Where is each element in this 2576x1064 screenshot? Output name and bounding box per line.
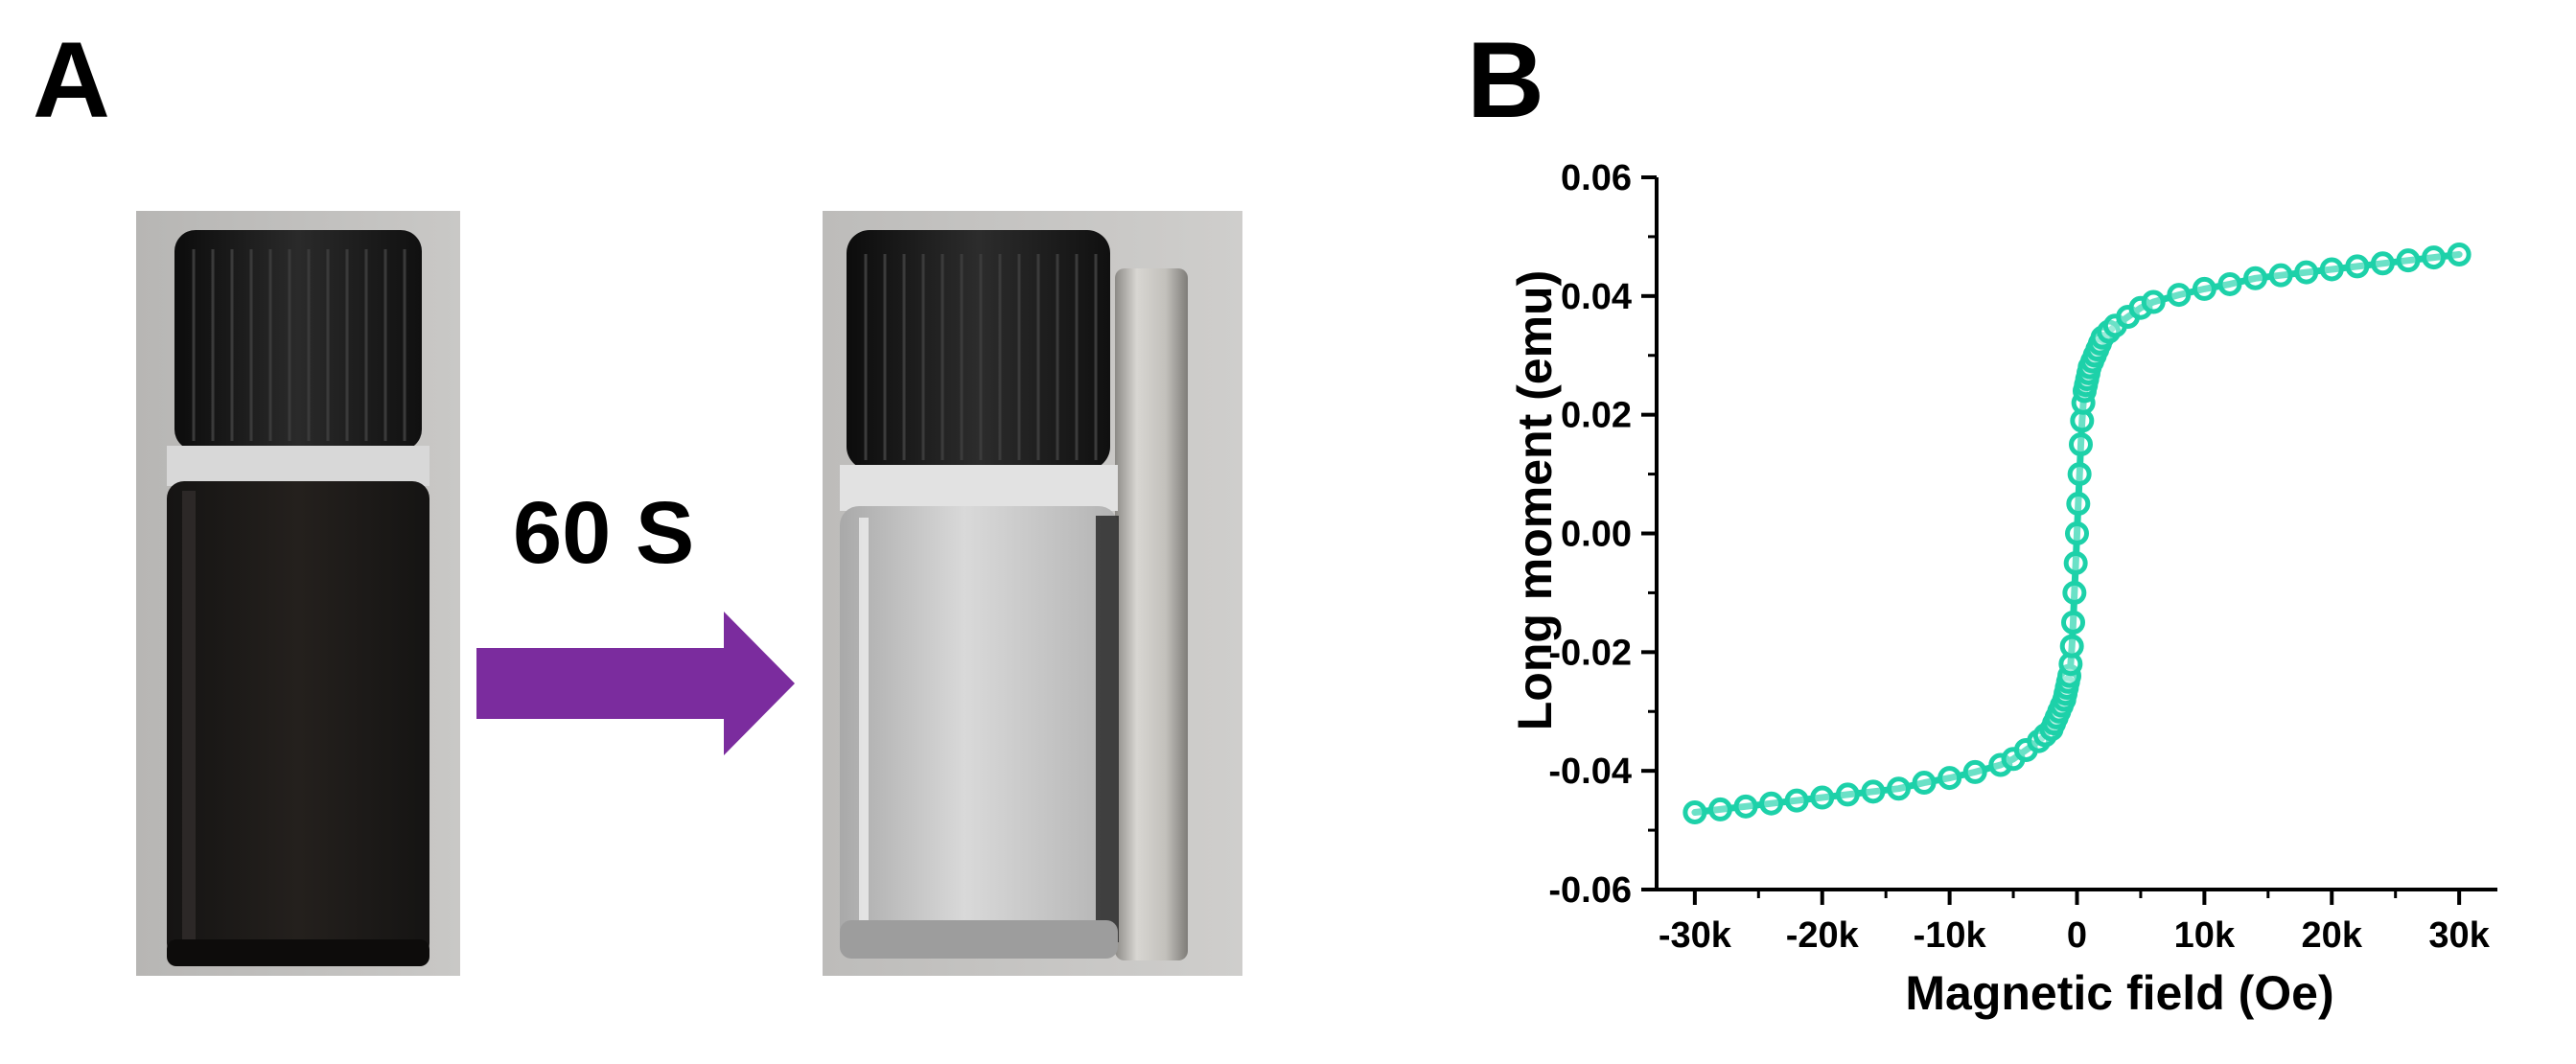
y-tick-label: -0.06 [1548,870,1632,911]
data-point [2067,462,2092,487]
panel-b-letter: B [1467,20,1544,140]
data-point [1784,788,1809,813]
data-point [1759,791,1784,816]
data-point [2345,254,2370,279]
data-point [2167,283,2192,308]
data-point [2217,271,2242,296]
data-point [1733,794,1758,819]
data-point [2422,245,2447,270]
data-point [2065,521,2089,545]
right-arrow-icon [476,612,795,755]
hysteresis-chart: -30k -20k -10k 0 10k 20k 30k -0.06 -0.04 -0.02 0.0… [1508,158,2497,1020]
x-axis-label: Magnetic field (Oe) [1905,966,2333,1020]
data-point [2141,289,2166,314]
y-tick-label: -0.04 [1548,752,1632,792]
data-point [2294,260,2319,285]
x-tick-label: 20k [2302,915,2363,956]
vial-dispersed-photo [136,211,460,976]
data-point [1835,782,1860,807]
data-point [1962,759,1987,784]
x-tick-label: 0 [2067,915,2087,956]
x-tick-label: -30k [1659,915,1732,956]
data-point [2447,242,2472,266]
x-tick-label: 10k [2174,915,2236,956]
data-point [2319,257,2344,282]
data-point [2192,276,2216,301]
y-axis-label: Long moment (emu) [1508,270,1562,731]
data-point [2396,248,2421,273]
x-tick-label: -10k [1914,915,1987,956]
vial-separated-photo [823,211,1242,976]
data-point [2059,634,2084,659]
data-point [2243,266,2268,290]
time-label: 60 S [513,484,695,582]
data-point [1938,766,1962,791]
y-tick-label: 0.06 [1561,158,1632,198]
data-point [2063,550,2088,575]
data-point [2268,263,2293,288]
data-point [2066,492,2091,517]
data-point [2062,580,2087,605]
y-tick-label: 0.02 [1561,396,1632,436]
data-point [2370,251,2395,276]
data-point [1683,800,1707,825]
data-point [1707,797,1732,821]
data-point [2068,432,2093,457]
data-point [1912,771,1937,796]
y-tick-label: 0.04 [1561,277,1632,317]
data-point [1861,779,1886,804]
data-point [2061,610,2086,635]
data-point [1810,785,1835,810]
y-tick-label: -0.02 [1548,633,1632,673]
y-tick-label: 0.00 [1561,515,1632,555]
x-tick-label: -20k [1786,915,1860,956]
data-point [1886,776,1911,801]
x-tick-label: 30k [2428,915,2490,956]
panel-a-letter: A [33,20,110,140]
